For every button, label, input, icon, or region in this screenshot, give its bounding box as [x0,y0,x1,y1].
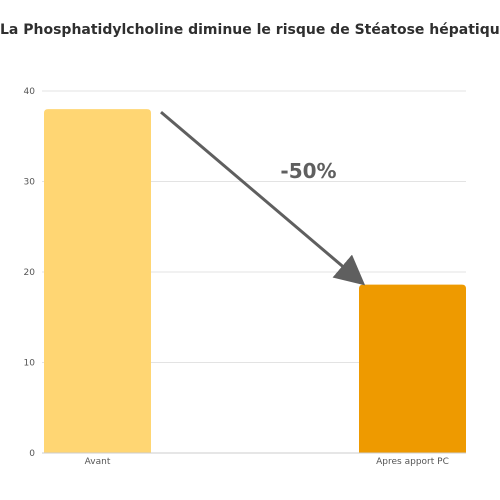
bar-apres-apport-pc [359,284,466,453]
y-tick-label: 10 [24,359,36,369]
y-tick-label: 40 [24,87,36,97]
chart-title: La Phosphatidylcholine diminue le risque… [0,22,500,38]
y-tick-label: 30 [24,178,36,188]
y-tick-label: 0 [29,449,35,459]
bars [44,109,466,453]
x-category-label: Avant [85,457,111,467]
reduction-arrow [160,110,366,286]
annotation: -50% [160,110,366,286]
labels: 0 10 20 30 40 Avant Apres apport PC [24,87,449,467]
y-tick-label: 20 [24,268,36,278]
reduction-label: -50% [280,159,336,183]
x-category-label: Apres apport PC [376,457,449,467]
bar-avant [44,109,151,453]
